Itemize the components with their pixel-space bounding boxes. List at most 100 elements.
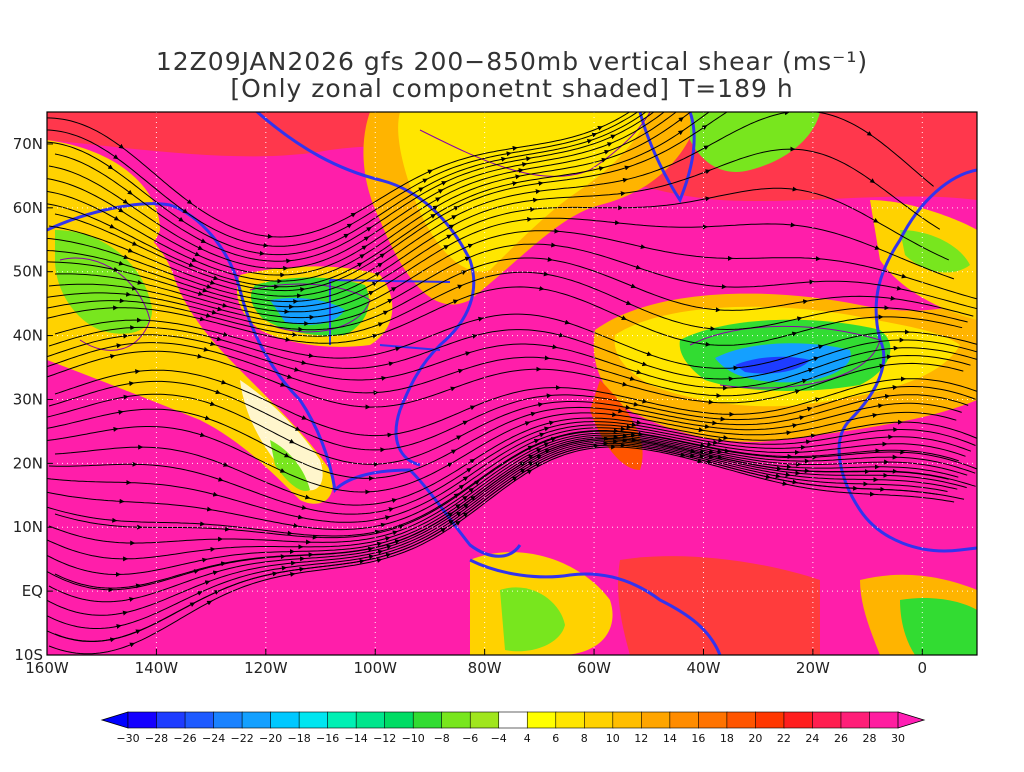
streamline-arrow <box>523 164 527 165</box>
streamline-arrow <box>539 183 543 184</box>
streamline-arrow <box>291 574 295 575</box>
streamline-arrow <box>300 569 304 570</box>
colorbar-swatch <box>328 712 357 728</box>
colorbar-label: −18 <box>287 732 310 745</box>
colorbar-label: −20 <box>259 732 282 745</box>
colorbar-over-arrow <box>898 712 924 728</box>
streamline-arrow <box>807 441 811 442</box>
streamline-arrow <box>382 378 386 379</box>
streamline-arrow <box>124 396 128 397</box>
streamline-arrow <box>133 288 137 289</box>
streamline-arrow <box>776 476 780 477</box>
colorbar-swatch <box>385 712 414 728</box>
streamline-arrow <box>632 425 636 426</box>
colorbar-label: −16 <box>316 732 339 745</box>
colorbar-label: 6 <box>552 732 559 745</box>
colorbar-label: 14 <box>663 732 677 745</box>
colorbar-label: 24 <box>805 732 819 745</box>
streamline-arrow <box>891 298 895 299</box>
streamline-arrow <box>627 427 631 428</box>
colorbar-swatch <box>185 712 214 728</box>
lat-label: 40N <box>13 327 43 345</box>
streamline-arrow <box>527 158 531 159</box>
streamline-arrow <box>879 405 883 406</box>
colorbar-label: 18 <box>720 732 734 745</box>
colorbar-swatch <box>499 712 528 728</box>
colorbar-swatch <box>271 712 300 728</box>
streamline-arrow <box>544 274 548 275</box>
colorbar-label: −12 <box>373 732 396 745</box>
lat-label: 60N <box>13 199 43 217</box>
streamline-arrow <box>513 148 517 149</box>
colorbar-swatch <box>584 712 613 728</box>
streamline-arrow <box>886 396 890 397</box>
colorbar-under-arrow <box>102 712 128 728</box>
streamline-arrow <box>117 345 121 346</box>
colorbar-swatch <box>613 712 642 728</box>
lon-label: 100W <box>354 659 398 677</box>
colorbar-swatch <box>299 712 328 728</box>
colorbar-swatch <box>727 712 756 728</box>
colorbar-swatch <box>812 712 841 728</box>
colorbar-swatch <box>641 712 670 728</box>
lat-label: 50N <box>13 263 43 281</box>
colorbar-label: −8 <box>434 732 450 745</box>
colorbar-label: −4 <box>491 732 507 745</box>
lon-label: 120W <box>244 659 288 677</box>
colorbar-label: −6 <box>462 732 478 745</box>
colorbar-swatch <box>214 712 243 728</box>
colorbar-label: 20 <box>748 732 762 745</box>
shading-africa-green <box>900 598 977 655</box>
streamline-arrow <box>714 442 718 443</box>
lon-label: 60W <box>577 659 611 677</box>
streamline-arrow <box>114 429 118 430</box>
colorbar-swatch <box>442 712 471 728</box>
lon-label: 20W <box>796 659 830 677</box>
streamline-arrow <box>786 475 790 476</box>
colorbar-swatch <box>784 712 813 728</box>
colorbar-label: 16 <box>691 732 705 745</box>
colorbar-label: −24 <box>202 732 225 745</box>
streamline-arrow <box>507 153 511 154</box>
colorbar-swatch <box>869 712 898 728</box>
colorbar-swatch <box>841 712 870 728</box>
colorbar-label: 12 <box>634 732 648 745</box>
streamline-arrow <box>793 482 797 483</box>
streamline-arrow <box>619 411 623 412</box>
streamline-arrow <box>787 432 791 433</box>
colorbar-label: 10 <box>606 732 620 745</box>
streamline-arrow <box>301 289 305 290</box>
colorbar-swatch <box>470 712 499 728</box>
lon-label: 0 <box>918 659 928 677</box>
streamline-arrow <box>681 106 684 108</box>
streamline-arrow <box>793 189 797 190</box>
colorbar-label: −14 <box>344 732 367 745</box>
streamline-arrow <box>725 451 729 452</box>
streamline-arrow <box>540 289 544 290</box>
streamline-arrow <box>880 365 884 366</box>
lat-label: 70N <box>13 135 43 153</box>
lon-label: 160W <box>25 659 69 677</box>
streamline-arrow <box>548 259 552 260</box>
colorbar-label: 30 <box>891 732 905 745</box>
colorbar-swatch <box>670 712 699 728</box>
streamline-arrow <box>208 509 212 510</box>
colorbar-label: −22 <box>230 732 253 745</box>
streamline-arrow <box>719 440 723 441</box>
streamline-arrow <box>309 356 313 357</box>
lon-label: 80W <box>468 659 502 677</box>
streamline-arrow <box>282 568 286 569</box>
streamline-arrow <box>804 301 808 302</box>
colorbar-swatch <box>128 712 157 728</box>
streamline-arrow <box>639 434 643 435</box>
colorbar-swatch <box>527 712 556 728</box>
colorbar-label: −10 <box>402 732 425 745</box>
lat-label: 20N <box>13 454 43 472</box>
streamline-arrow <box>119 412 123 413</box>
streamline-arrow <box>637 422 641 423</box>
colorbar-swatch <box>755 712 784 728</box>
colorbar-label: −30 <box>116 732 139 745</box>
colorbar-label: 22 <box>777 732 791 745</box>
